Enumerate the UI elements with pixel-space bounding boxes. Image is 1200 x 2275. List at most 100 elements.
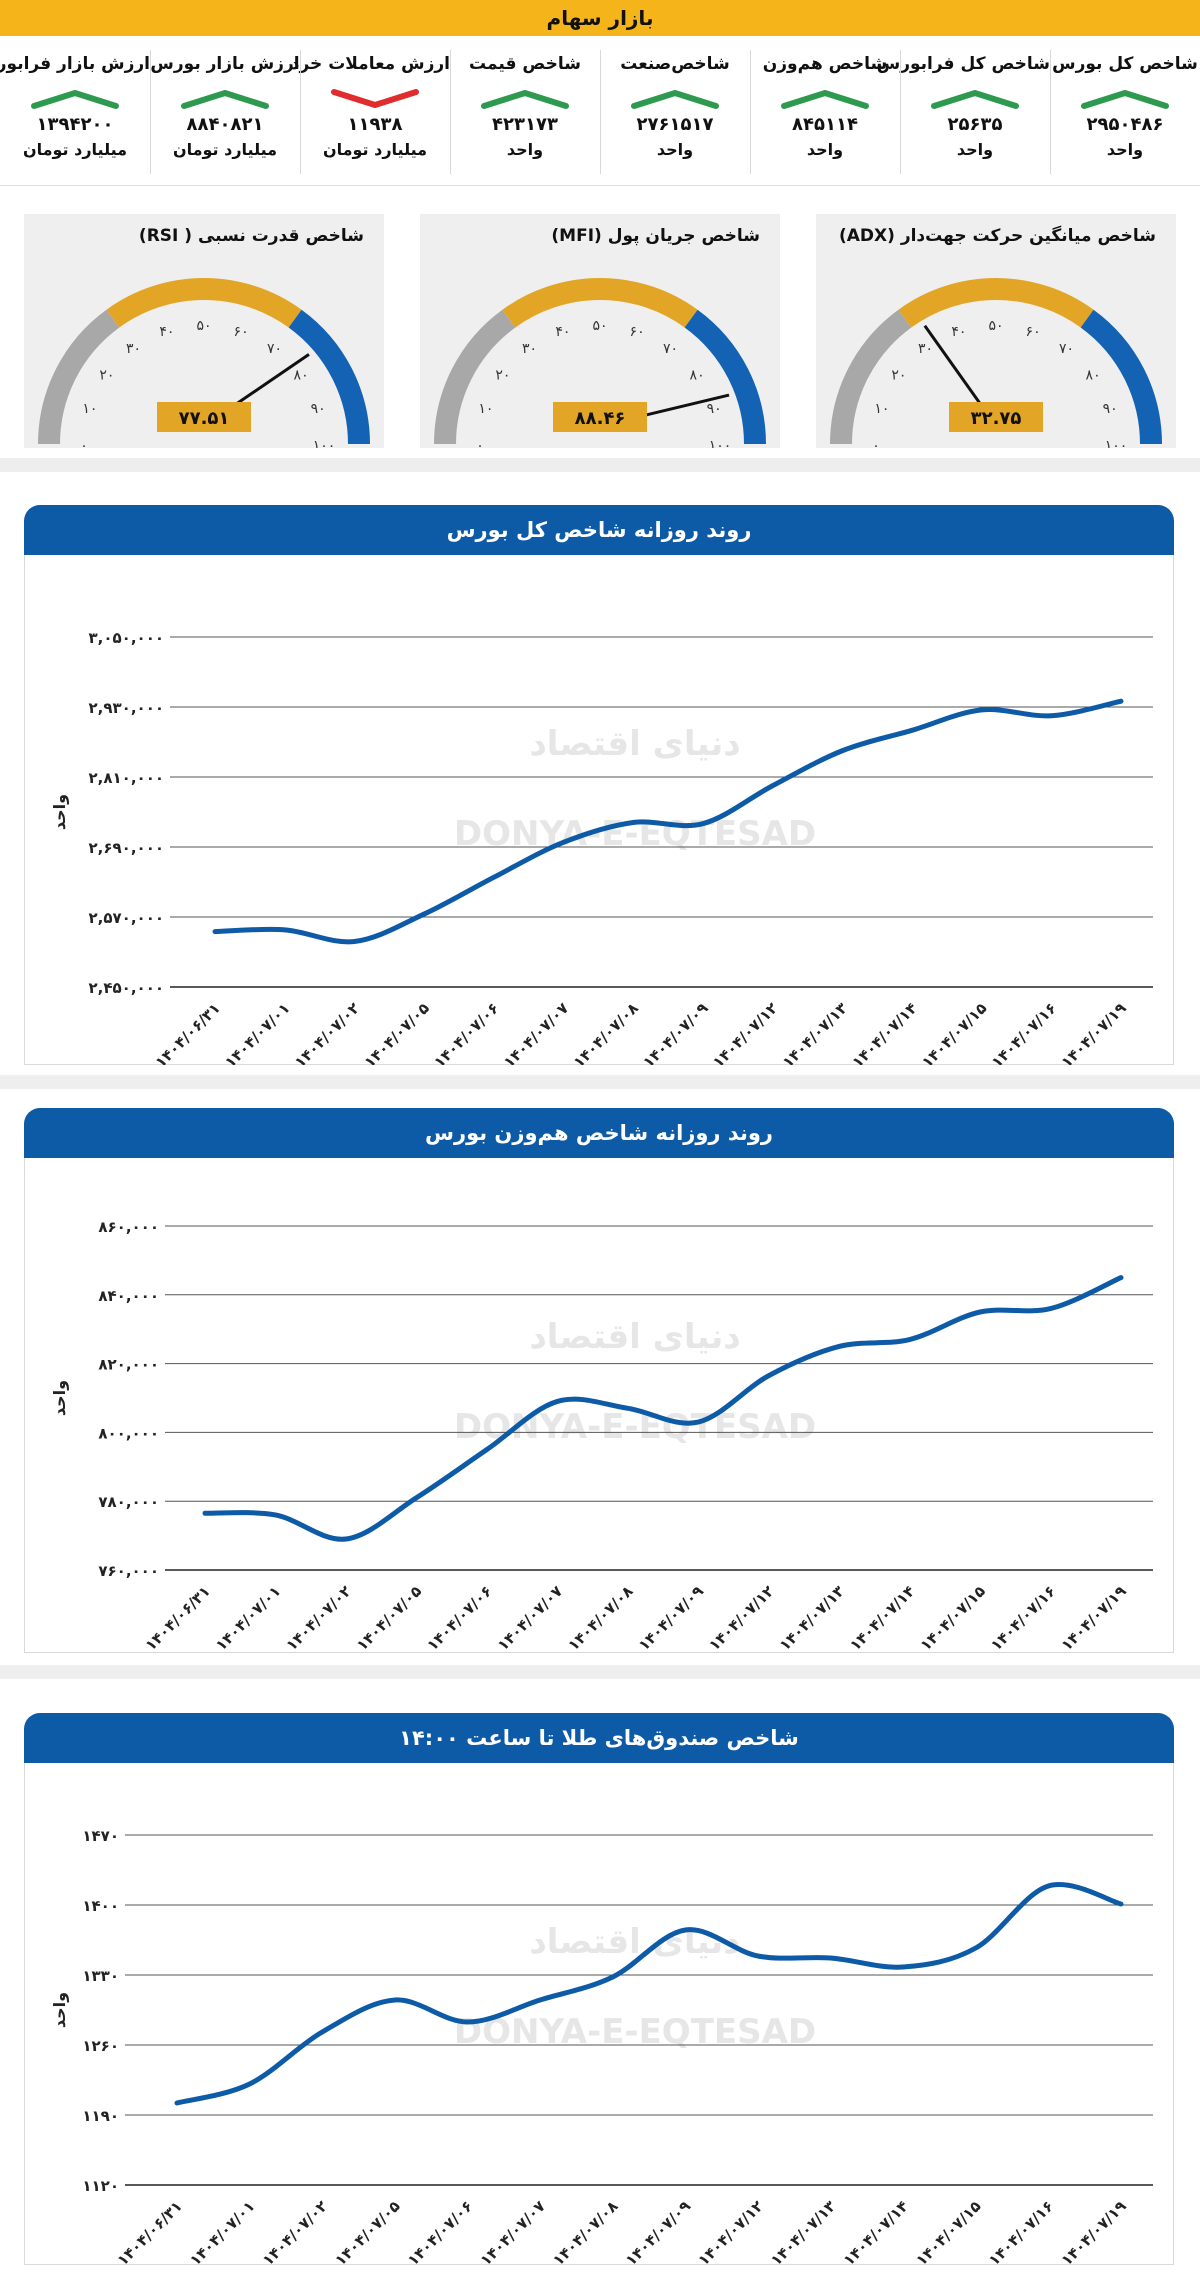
gauge-scale-label: ۵۰ <box>196 318 211 334</box>
gauge-scale-label: ۰ <box>80 438 88 448</box>
x-tick-label: ۱۴۰۴/۰۷/۰۸ <box>549 2197 621 2265</box>
data-point <box>626 1406 630 1410</box>
gauge-scale-label: ۳۰ <box>918 341 933 357</box>
gauge-dial: ۰ ۱۰ ۲۰ ۳۰ ۴۰ ۵۰ ۶۰ ۷۰ ۸۰ ۹۰ ۱۰۰ ۷۷.۵۱ <box>38 278 370 448</box>
chart-title-bar <box>24 1108 1174 1158</box>
kpi-card: ارزش بازار فرابورس ۱۳۹۴۲۰۰ میلیارد تومان <box>0 36 150 186</box>
x-tick-label: ۱۴۰۴/۰۷/۱۳ <box>779 999 851 1065</box>
gauge-scale-label: ۴۰ <box>159 324 174 340</box>
x-tick-label: ۱۴۰۴/۰۷/۰۹ <box>635 1582 707 1653</box>
chart-title: روند روزانه شاخص کل بورس <box>446 518 752 542</box>
x-tick-label: ۱۴۰۴/۰۷/۰۶ <box>423 1582 495 1653</box>
section-divider <box>0 1665 1200 1679</box>
gauge-scale-label: ۲۰ <box>891 367 906 383</box>
trend-up-icon <box>630 88 720 110</box>
x-tick-label: ۱۴۰۴/۰۷/۰۱ <box>186 2197 258 2265</box>
y-tick-label: ۱۱۹۰ <box>82 2107 119 2125</box>
chart-area: دنیای اقتصاد DONYA-E-EQTESAD ۱۱۲۰ ۱۱۹۰ ۱۲۶۰ ۱… <box>24 1763 1174 2265</box>
x-tick-label: ۱۴۰۴/۰۷/۱۲ <box>694 2197 766 2265</box>
kpi-row: شاخص کل بورس ۲۹۵۰۴۸۶ واحد شاخص کل فرابورس ۲۵… <box>0 36 1200 186</box>
gauge-scale-label: ۸۰ <box>294 367 309 383</box>
y-tick-label: ۷۸۰,۰۰۰ <box>98 1493 159 1511</box>
kpi-card: شاخص‌صنعت ۲۷۶۱۵۱۷ واحد <box>600 36 750 186</box>
y-tick-label: ۲,۵۷۰,۰۰۰ <box>89 909 164 927</box>
gauge-panel: شاخص قدرت نسبی ( RSI) ۰ ۱۰ ۲۰ ۳۰ ۴۰ ۵۰ ۶۰ ۷۰ ۸۰ ۹۰… <box>24 214 384 448</box>
x-tick-label: ۱۴۰۴/۰۷/۱۹ <box>1058 999 1130 1065</box>
gauge-panel: شاخص جریان پول (MFI) ۰ ۱۰ ۲۰ ۳۰ ۴۰ ۵۰ ۶۰ ۷۰ ۸۰ ۹۰ ۱… <box>420 214 780 448</box>
kpi-separator <box>150 50 151 174</box>
kpi-unit: واحد <box>506 140 544 159</box>
gauge-value-label: ۸۸.۴۶ <box>575 408 626 429</box>
kpi-label: ارزش بازار فرابورس <box>0 54 150 74</box>
x-tick-label: ۱۴۰۴/۰۷/۰۵ <box>331 2197 403 2265</box>
data-point <box>422 912 426 916</box>
x-tick-label: ۱۴۰۴/۰۷/۱۶ <box>988 999 1060 1065</box>
kpi-unit: میلیارد تومان <box>322 140 428 159</box>
data-point <box>1119 1276 1123 1280</box>
data-point <box>756 1954 760 1958</box>
gauge-panel: شاخص میانگین حرکت جهت‌دار (ADX) ۰ ۱۰ ۲۰ ۳۰ ۴۰… <box>816 214 1176 448</box>
y-tick-label: ۲,۸۱۰,۰۰۰ <box>89 769 164 787</box>
gauge-zone-low <box>434 309 516 445</box>
watermark-en: DONYA-E-EQTESAD <box>454 1407 816 1447</box>
gauge-scale-label: ۰ <box>872 438 880 448</box>
y-axis-label: واحد <box>50 1380 69 1416</box>
kpi-label: ارزش معاملات خرد <box>290 54 450 74</box>
gauge-scale-label: ۳۰ <box>126 341 141 357</box>
y-tick-label: ۲,۴۵۰,۰۰۰ <box>89 979 164 997</box>
y-tick-label: ۱۴۷۰ <box>82 1827 119 1845</box>
gauge-scale-label: ۱۰ <box>478 401 493 417</box>
data-point <box>908 1338 912 1342</box>
data-point <box>696 1420 700 1424</box>
gauge-scale-label: ۹۰ <box>707 401 722 417</box>
gauge-zone-high <box>684 309 766 445</box>
data-point <box>1049 1307 1053 1311</box>
watermark-en: DONYA-E-EQTESAD <box>454 2012 816 2052</box>
gauge-scale-label: ۴۰ <box>555 324 570 340</box>
x-tick-label: ۱۴۰۴/۰۷/۱۳ <box>767 2197 839 2265</box>
data-point <box>320 2030 324 2034</box>
x-tick-label: ۱۴۰۴/۰۷/۱۴ <box>846 1582 918 1653</box>
data-point <box>901 1965 905 1969</box>
data-point <box>631 821 635 824</box>
kpi-separator <box>900 50 901 174</box>
y-tick-label: ۲,۹۳۰,۰۰۰ <box>89 699 164 717</box>
kpi-label: شاخص قیمت <box>469 54 581 74</box>
kpi-separator <box>750 50 751 174</box>
page-title: بازار سهام <box>546 6 654 30</box>
gauge-zone-high <box>1080 309 1162 445</box>
series-line <box>212 698 1124 945</box>
x-tick-label: ۱۴۰۴/۰۷/۰۶ <box>430 999 502 1065</box>
kpi-unit: واحد <box>1106 140 1144 159</box>
chart-panel-gold-funds: شاخص صندوق‌های طلا تا ساعت ۱۴:۰۰ دنیای ا… <box>24 1713 1174 2265</box>
trend-up-icon <box>30 88 120 110</box>
data-point <box>837 1344 841 1348</box>
data-point <box>978 1310 982 1314</box>
gauge-scale-label: ۲۰ <box>99 367 114 383</box>
x-tick-label: ۱۴۰۴/۰۷/۱۴ <box>848 999 920 1065</box>
kpi-card: ارزش بازار بورس ۸۸۴۰۸۲۱ میلیارد تومان <box>150 36 300 186</box>
gauge-scale-label: ۹۰ <box>1103 401 1118 417</box>
gauge-scale-label: ۱۰۰ <box>709 438 732 448</box>
y-tick-label: ۱۳۳۰ <box>82 1967 119 1985</box>
data-point <box>974 1946 978 1950</box>
kpi-separator <box>600 50 601 174</box>
kpi-value: ۴۲۳۱۷۳ <box>492 114 558 135</box>
kpi-value: ۲۹۵۰۴۸۶ <box>1086 114 1164 135</box>
x-tick-label: ۱۴۰۴/۰۷/۰۱ <box>212 1582 284 1653</box>
gauge-scale-label: ۰ <box>476 438 484 448</box>
trend-up-icon <box>780 88 870 110</box>
kpi-separator <box>1050 50 1051 174</box>
gauge-scale-label: ۱۰۰ <box>1105 438 1128 448</box>
kpi-separator <box>300 50 301 174</box>
gauge-dial: ۰ ۱۰ ۲۰ ۳۰ ۴۰ ۵۰ ۶۰ ۷۰ ۸۰ ۹۰ ۱۰۰ ۳۲.۷۵ <box>830 278 1162 448</box>
kpi-card: شاخص قیمت ۴۲۳۱۷۳ واحد <box>450 36 600 186</box>
kpi-value: ۲۷۶۱۵۱۷ <box>636 114 714 135</box>
data-point <box>683 1928 687 1932</box>
data-point <box>175 2101 179 2105</box>
kpi-label: ارزش بازار بورس <box>150 54 300 74</box>
x-tick-label: ۱۴۰۴/۰۷/۰۵ <box>353 1582 425 1653</box>
kpi-value: ۱۳۹۴۲۰۰ <box>36 114 114 135</box>
x-tick-label: ۱۴۰۴/۰۷/۰۷ <box>500 999 572 1065</box>
data-point <box>771 784 775 788</box>
